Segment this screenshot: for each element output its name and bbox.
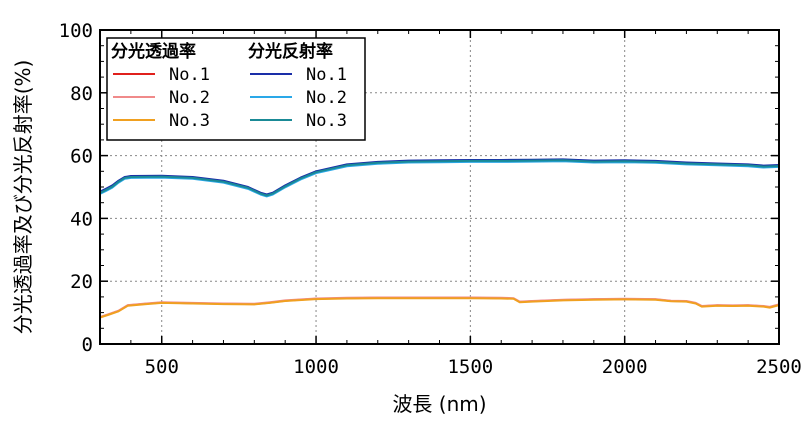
- y-tick-label: 80: [70, 83, 93, 105]
- x-tick-label: 500: [145, 356, 179, 378]
- legend-entry-label: No.1: [169, 65, 210, 85]
- legend-entry-label: No.2: [169, 88, 210, 108]
- legend: 分光透過率 No.1 No.2 No.3 分光反射率 No.1 No.2 No.3: [106, 37, 366, 141]
- y-axis-title: 分光透過率及び分光反射率(%): [11, 60, 35, 335]
- series-line-6: [99, 159, 780, 197]
- y-tick-label: 0: [82, 334, 93, 356]
- legend-entry-label: No.3: [169, 111, 210, 131]
- legend-entry-label: No.1: [306, 65, 347, 85]
- legend-entry-label: No.3: [306, 111, 347, 131]
- legend-entry-label: No.2: [306, 88, 347, 108]
- series-lines: [99, 158, 780, 319]
- legend-box: [106, 37, 366, 141]
- y-tick-label: 60: [70, 146, 93, 168]
- x-axis-title: 波長 (nm): [392, 392, 486, 416]
- y-tick-label: 100: [59, 20, 93, 42]
- x-tick-label: 1000: [293, 356, 339, 378]
- y-tick-label: 40: [70, 208, 93, 230]
- legend-group-title: 分光反射率: [248, 41, 333, 62]
- x-tick-label: 2500: [756, 356, 802, 378]
- x-tick-label: 1500: [447, 356, 493, 378]
- legend-group-title: 分光透過率: [111, 41, 196, 62]
- series-line-3: [99, 297, 780, 319]
- x-tick-label: 2000: [602, 356, 648, 378]
- axis-ticks: 500 1000 1500 2000 2500 0 20 40 60 80 100: [59, 20, 802, 378]
- y-tick-label: 20: [70, 271, 93, 293]
